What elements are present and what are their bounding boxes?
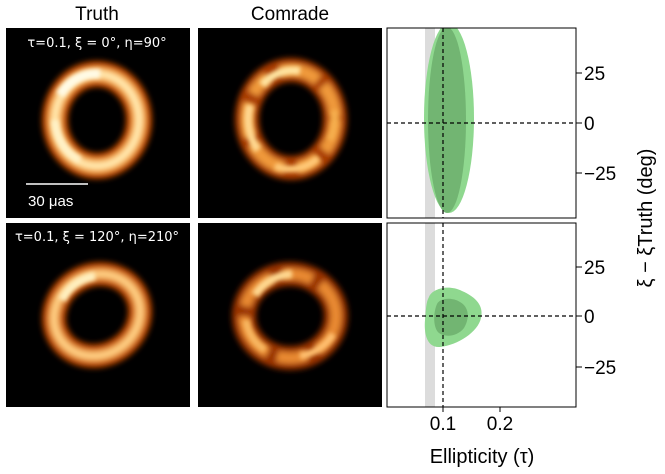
row1-parameter-label: τ=0.1, ξ = 0°, η=90° — [27, 36, 166, 51]
x-axis-label: Ellipticity (τ) — [430, 446, 535, 468]
truth-column-title: Truth — [75, 4, 119, 25]
xtick-label-0.2: 0.2 — [487, 414, 513, 435]
ytick-label-25-row1: 25 — [584, 64, 605, 85]
ytick-label-minus25-row1: −25 — [584, 164, 616, 185]
row2-parameter-label: τ=0.1, ξ = 120°, η=210° — [15, 230, 179, 245]
inner-posterior-contour-row1 — [428, 28, 466, 213]
comrade-column-title: Comrade — [251, 4, 329, 25]
ytick-label-0-row1: 0 — [584, 114, 595, 135]
ytick-label-25-row2: 25 — [584, 258, 605, 279]
truth-image-row1: τ=0.1, ξ = 0°, η=90° 30 μas — [6, 28, 190, 218]
comrade-image-row1 — [198, 28, 382, 218]
ytick-label-0-row2: 0 — [584, 307, 595, 328]
truth-image-row2: τ=0.1, ξ = 120°, η=210° — [6, 223, 190, 407]
ytick-label-minus25-row2: −25 — [584, 358, 616, 379]
comrade-image-row2 — [198, 223, 382, 407]
xtick-label-0.1: 0.1 — [430, 414, 456, 435]
posterior-plot-row2: 25 0 −25 0.1 0.2 — [386, 222, 616, 435]
plot-frame-row2 — [386, 222, 577, 408]
scale-bar-label: 30 μas — [28, 193, 73, 210]
y-axis-label: ξ − ξTruth (deg) — [635, 149, 657, 288]
posterior-plot-row1: 25 0 −25 — [386, 27, 616, 219]
